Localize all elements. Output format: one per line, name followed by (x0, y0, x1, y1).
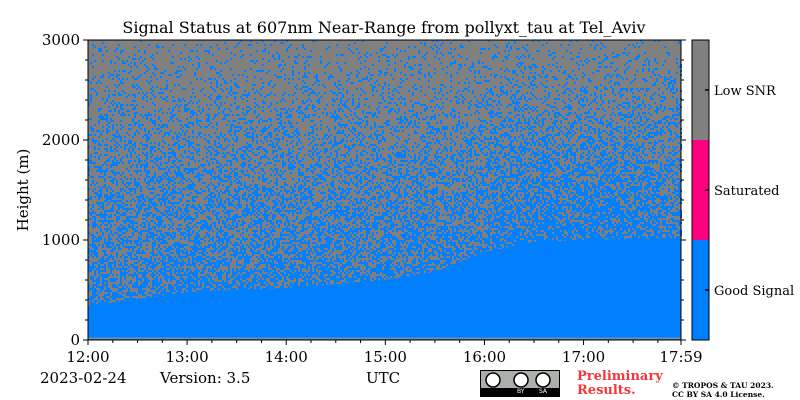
y-tick-label: 2000 (42, 131, 80, 149)
good-signal-region (88, 238, 681, 340)
x-axis: 12:00 13:00 14:00 15:00 16:00 17:00 17:59 (66, 340, 703, 366)
preliminary-line-1: Preliminary (577, 369, 663, 384)
chart-title: Signal Status at 607nm Near-Range from p… (122, 18, 645, 37)
colorbar-frame (691, 39, 710, 341)
cc-license-badge: BY SA (480, 370, 560, 397)
colorbar-label-good-signal: Good Signal (714, 284, 794, 299)
y-tick-label: 3000 (42, 31, 80, 49)
heatmap-cells (88, 40, 682, 340)
footer-date: 2023-02-24 (40, 369, 127, 387)
x-tick-label: 17:59 (659, 348, 702, 366)
cc-by-text: BY (517, 388, 525, 395)
x-tick-label: 12:00 (66, 348, 109, 366)
copyright-notice: © TROPOS & TAU 2023. CC BY SA 4.0 Licens… (672, 381, 774, 399)
cc-license-icon (485, 372, 551, 388)
y-tick-label: 0 (70, 331, 80, 349)
preliminary-line-2: Results. (577, 383, 636, 398)
colorbar: Good Signal Saturated Low SNR (691, 39, 794, 341)
good-signal-speckle (88, 40, 682, 306)
colorbar-segment-low-snr (692, 40, 709, 140)
x-tick-label: 14:00 (265, 348, 308, 366)
x-tick-label: 15:00 (364, 348, 407, 366)
near-ground-strip (88, 337, 681, 339)
plot-frame (87, 39, 682, 341)
x-axis-label: UTC (366, 369, 401, 387)
y-axis: 0 1000 2000 3000 (42, 31, 686, 349)
footer-version: Version: 3.5 (160, 369, 251, 387)
cc-sa-text: SA (539, 388, 548, 395)
colorbar-segment-good-signal (692, 240, 709, 340)
y-axis-label: Height (m) (14, 149, 32, 232)
plot-area (87, 39, 682, 341)
cc-license-strip: BY SA (481, 388, 559, 396)
colorbar-label-low-snr: Low SNR (714, 84, 777, 99)
x-tick-label: 13:00 (165, 348, 208, 366)
preliminary-notice: Preliminary Results. (577, 370, 663, 398)
colorbar-segment-saturated (692, 140, 709, 240)
y-tick-label: 1000 (42, 231, 80, 249)
colorbar-label-saturated: Saturated (714, 184, 779, 199)
copyright-line-2: CC BY SA 4.0 License. (672, 390, 765, 399)
x-tick-label: 17:00 (562, 348, 605, 366)
x-tick-label: 16:00 (463, 348, 506, 366)
copyright-line-1: © TROPOS & TAU 2023. (672, 381, 774, 390)
